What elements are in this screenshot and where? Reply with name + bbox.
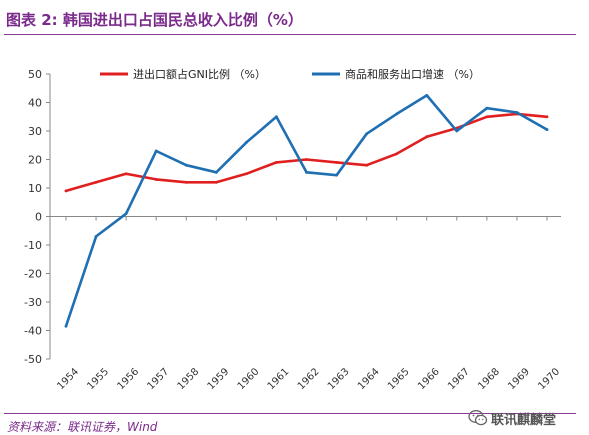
series-2-point — [485, 106, 489, 110]
chart-title: 图表 2: 韩国进出口占国民总收入比例（%） — [6, 11, 303, 29]
series-2-point — [425, 93, 429, 97]
series-2-point — [154, 149, 158, 153]
y-tick-label: -20 — [24, 268, 42, 281]
series-2-point — [64, 324, 68, 328]
source-note: 资料来源：联讯证券，Wind — [7, 420, 158, 434]
series-1-point — [335, 160, 338, 164]
series-2-point — [335, 173, 338, 177]
x-tick-label: 1965 — [386, 366, 412, 392]
x-tick-label: 1960 — [236, 366, 262, 392]
series-2-point — [545, 128, 549, 131]
x-tick-label: 1959 — [206, 366, 232, 392]
watermark: 联讯麒麟堂 — [468, 407, 556, 429]
x-tick-label: 1966 — [416, 366, 442, 392]
legend-label-2: 商品和服务出口增速 （%） — [345, 67, 480, 81]
x-tick-label: 1964 — [356, 366, 382, 392]
series-2-point — [214, 170, 218, 174]
y-tick-label: 10 — [28, 182, 42, 195]
title-divider — [4, 34, 576, 35]
series-line-2 — [64, 94, 549, 328]
series-2-point — [275, 115, 278, 119]
x-tick-label: 1956 — [115, 366, 141, 392]
y-tick-label: 40 — [28, 97, 42, 110]
series-2-point — [515, 111, 519, 114]
series-1-point — [244, 172, 248, 176]
y-tick-label: -10 — [24, 239, 42, 252]
series-1-point — [365, 163, 369, 167]
x-tick-label: 1963 — [326, 366, 352, 392]
x-tick-label: 1968 — [476, 366, 502, 392]
y-tick-label: 0 — [35, 211, 42, 224]
series-2-point — [94, 235, 98, 238]
footer-divider — [4, 413, 576, 414]
chart-header: 图表 2: 韩国进出口占国民总收入比例（%） — [0, 0, 589, 34]
x-tick-label: 1970 — [536, 366, 562, 392]
series-line-1 — [64, 112, 549, 193]
wechat-icon — [468, 410, 488, 426]
legend-label-1: 进出口额占GNI比例 （%） — [133, 67, 266, 81]
series-1-point — [545, 115, 549, 119]
series-1-point — [305, 158, 308, 161]
x-tick-label: 1969 — [506, 366, 532, 392]
x-tick-label: 1957 — [146, 366, 172, 392]
series-1-point — [425, 135, 429, 139]
series-1-point — [94, 180, 98, 184]
y-tick-label: 30 — [28, 125, 42, 138]
series-1-point — [184, 180, 188, 184]
y-tick-label: 20 — [28, 154, 42, 167]
series-1-point — [395, 152, 399, 156]
series-1-point — [154, 178, 158, 181]
series-2-point — [395, 112, 399, 116]
x-tick-label: 1954 — [55, 366, 81, 392]
x-tick-label: 1961 — [266, 366, 292, 392]
series-1-point — [214, 180, 218, 184]
series-1-point — [485, 115, 489, 119]
series-1-point — [275, 160, 278, 164]
series-2-point — [365, 132, 369, 136]
y-tick-label: -30 — [24, 296, 42, 309]
x-tick-label: 1958 — [176, 366, 202, 392]
x-tick-label: 1967 — [446, 366, 472, 392]
series-2-point — [455, 129, 459, 133]
x-tick-label: 1962 — [296, 366, 322, 392]
series-1-point — [64, 189, 68, 193]
watermark-label: 联讯麒麟堂 — [491, 412, 557, 428]
series-2-point — [244, 141, 248, 144]
y-tick-label: 50 — [28, 68, 42, 81]
series-2-point — [184, 163, 188, 167]
series-1-point — [124, 172, 128, 176]
x-tick-label: 1955 — [85, 366, 111, 392]
y-tick-label: -50 — [24, 353, 42, 366]
y-tick-label: -40 — [24, 325, 42, 338]
series-2-point — [124, 212, 128, 216]
series-2-point — [305, 170, 308, 174]
